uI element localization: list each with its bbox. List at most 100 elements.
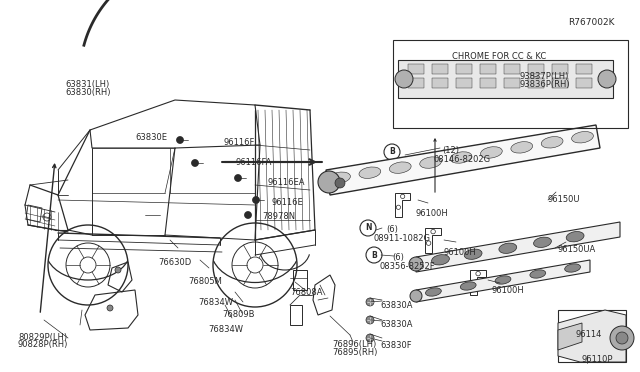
Polygon shape — [326, 125, 600, 195]
Polygon shape — [558, 323, 582, 350]
Text: 63830(RH): 63830(RH) — [65, 88, 111, 97]
Ellipse shape — [534, 237, 552, 247]
Ellipse shape — [572, 132, 593, 143]
Text: 96150U: 96150U — [548, 195, 580, 204]
Ellipse shape — [359, 167, 381, 179]
Text: 76630D: 76630D — [158, 258, 191, 267]
Circle shape — [610, 326, 634, 350]
Bar — [293, 270, 307, 290]
Ellipse shape — [511, 142, 532, 153]
Text: (6): (6) — [386, 225, 398, 234]
Bar — [408, 78, 424, 88]
Circle shape — [598, 70, 616, 88]
Bar — [558, 310, 626, 362]
Text: 76808A: 76808A — [290, 288, 323, 297]
Ellipse shape — [328, 172, 350, 183]
Text: (12): (12) — [442, 146, 459, 155]
Circle shape — [616, 332, 628, 344]
Circle shape — [366, 298, 374, 306]
Text: B: B — [389, 148, 395, 157]
Text: 96114: 96114 — [576, 330, 602, 339]
Ellipse shape — [566, 231, 584, 242]
Text: R767002K: R767002K — [568, 18, 614, 27]
Text: 76834W: 76834W — [198, 298, 233, 307]
Text: 96100H: 96100H — [444, 248, 477, 257]
Bar — [432, 64, 448, 74]
Bar — [456, 78, 472, 88]
Bar — [393, 40, 628, 128]
Text: 96100H: 96100H — [416, 209, 449, 218]
Circle shape — [244, 212, 252, 218]
Ellipse shape — [495, 276, 511, 284]
Text: 08911-1082G: 08911-1082G — [374, 234, 431, 243]
Text: CHROME FOR CC & KC: CHROME FOR CC & KC — [452, 52, 547, 61]
Circle shape — [107, 305, 113, 311]
Text: 96150UA: 96150UA — [558, 245, 596, 254]
Text: 96116FA: 96116FA — [235, 158, 271, 167]
Text: 63830F: 63830F — [380, 341, 412, 350]
Text: 90828P(RH): 90828P(RH) — [18, 340, 68, 349]
Polygon shape — [398, 60, 613, 98]
Circle shape — [366, 316, 374, 324]
Text: 08146-8202G: 08146-8202G — [434, 155, 491, 164]
Text: 08356-8252F: 08356-8252F — [380, 262, 436, 271]
Ellipse shape — [464, 249, 482, 259]
Bar — [504, 78, 520, 88]
Bar — [528, 78, 544, 88]
Bar — [480, 64, 496, 74]
Text: 76895(RH): 76895(RH) — [332, 348, 378, 357]
Text: 78978N: 78978N — [262, 212, 295, 221]
Circle shape — [318, 171, 340, 193]
Circle shape — [234, 174, 241, 182]
Ellipse shape — [541, 137, 563, 148]
Polygon shape — [558, 310, 626, 362]
Bar — [432, 78, 448, 88]
Text: 76834W: 76834W — [208, 325, 243, 334]
Bar — [528, 64, 544, 74]
Text: N: N — [365, 224, 371, 232]
Bar — [576, 64, 592, 74]
Text: 76896(LH): 76896(LH) — [332, 340, 376, 349]
Text: 93837P(LH): 93837P(LH) — [520, 72, 570, 81]
Text: 80829P(LH): 80829P(LH) — [18, 333, 67, 342]
Ellipse shape — [530, 270, 546, 278]
Circle shape — [410, 290, 422, 302]
Text: 96100H: 96100H — [492, 286, 525, 295]
Text: (6): (6) — [392, 253, 404, 262]
Text: 63830A: 63830A — [380, 301, 413, 310]
Circle shape — [409, 257, 423, 271]
Circle shape — [395, 70, 413, 88]
Ellipse shape — [499, 243, 516, 253]
Bar — [552, 78, 568, 88]
Bar — [456, 64, 472, 74]
Bar — [290, 305, 302, 325]
Text: 96116F: 96116F — [224, 138, 255, 147]
Polygon shape — [416, 222, 620, 272]
Circle shape — [335, 178, 345, 188]
Text: 63830E: 63830E — [135, 133, 167, 142]
Ellipse shape — [481, 147, 502, 158]
Ellipse shape — [426, 288, 442, 296]
Ellipse shape — [431, 255, 449, 265]
Text: 96116E: 96116E — [272, 198, 304, 207]
Text: B: B — [371, 250, 377, 260]
Text: 63830A: 63830A — [380, 320, 413, 329]
Text: 76805M: 76805M — [188, 277, 222, 286]
Ellipse shape — [420, 157, 442, 168]
Ellipse shape — [389, 162, 411, 173]
Circle shape — [177, 137, 184, 144]
Circle shape — [366, 334, 374, 342]
Text: 76809B: 76809B — [222, 310, 255, 319]
Circle shape — [115, 267, 121, 273]
Text: 96110P: 96110P — [582, 355, 614, 364]
Polygon shape — [416, 260, 590, 302]
Bar — [552, 64, 568, 74]
Ellipse shape — [460, 282, 476, 290]
Circle shape — [253, 196, 259, 203]
Ellipse shape — [564, 264, 580, 272]
Circle shape — [191, 160, 198, 167]
Text: 63831(LH): 63831(LH) — [65, 80, 109, 89]
Bar — [408, 64, 424, 74]
Bar — [480, 78, 496, 88]
Bar — [504, 64, 520, 74]
